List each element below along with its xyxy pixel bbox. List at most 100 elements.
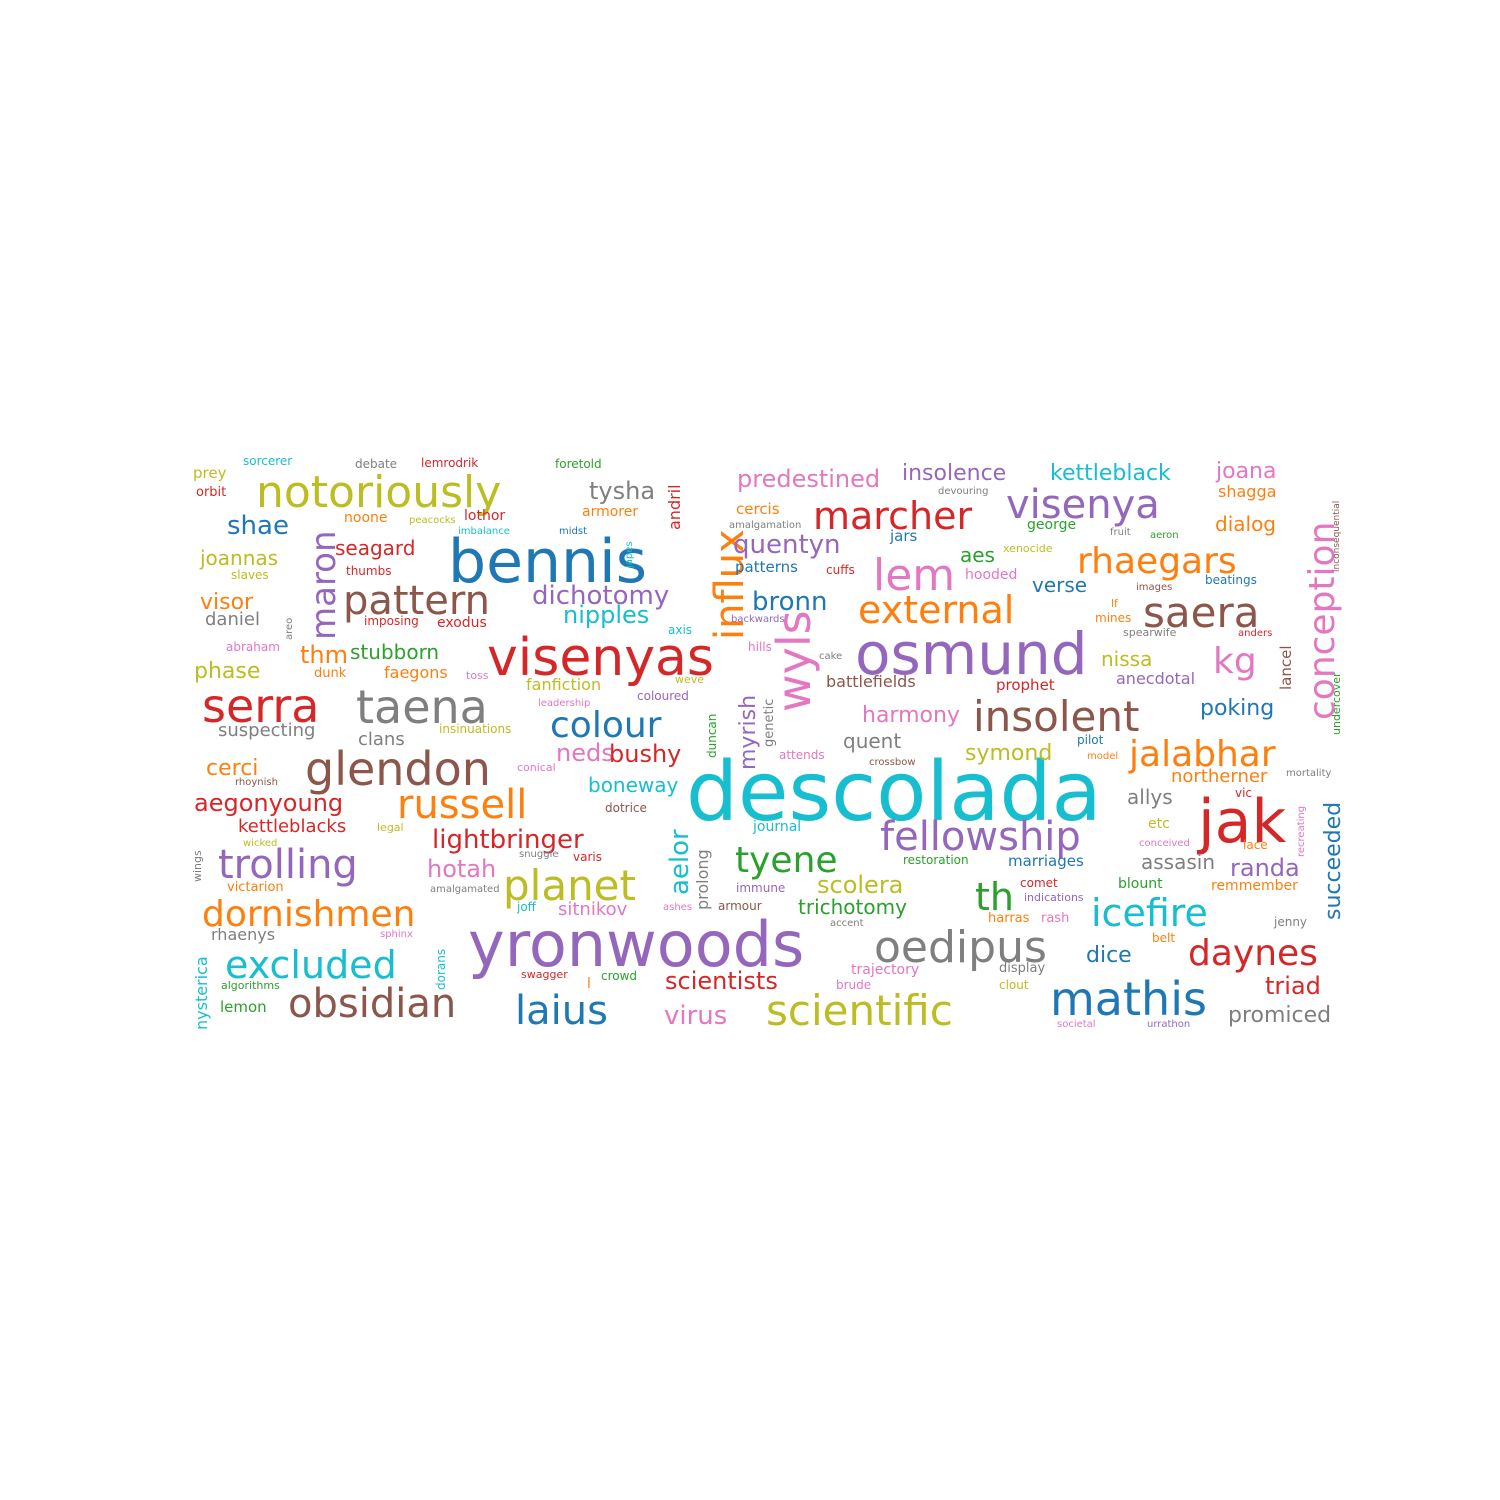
cloud-word: planet bbox=[503, 861, 636, 910]
cloud-word: nissa bbox=[1101, 647, 1152, 671]
cloud-word: wyls bbox=[767, 610, 821, 712]
cloud-word: dialog bbox=[1215, 512, 1276, 536]
cloud-word: icefire bbox=[1091, 891, 1208, 935]
cloud-word: fruit bbox=[1110, 527, 1131, 538]
cloud-word: rash bbox=[1041, 911, 1069, 926]
cloud-word: debate bbox=[355, 457, 397, 471]
cloud-word: insolence bbox=[902, 461, 1006, 486]
cloud-word: clans bbox=[358, 729, 405, 750]
cloud-word: marriages bbox=[1008, 852, 1084, 870]
cloud-word: bushy bbox=[609, 740, 681, 768]
cloud-word: rhaenys bbox=[211, 925, 275, 944]
cloud-word: fanfiction bbox=[526, 675, 601, 694]
cloud-word: insinuations bbox=[439, 722, 511, 736]
cloud-word: taena bbox=[356, 680, 488, 734]
cloud-word: model bbox=[1087, 751, 1118, 762]
cloud-word: yronwoods bbox=[468, 908, 804, 981]
cloud-word: dice bbox=[1086, 943, 1132, 968]
cloud-word: amalgamation bbox=[729, 520, 801, 531]
cloud-word: dotrice bbox=[605, 801, 647, 815]
cloud-word: oedipus bbox=[874, 922, 1047, 973]
cloud-word: comet bbox=[1020, 876, 1058, 890]
cloud-word: conception bbox=[1302, 522, 1343, 720]
cloud-word: patterns bbox=[735, 558, 798, 576]
cloud-word: osmund bbox=[855, 620, 1088, 688]
cloud-word: ashes bbox=[663, 902, 692, 913]
cloud-word: devouring bbox=[938, 486, 988, 497]
cloud-word: myrish bbox=[736, 695, 761, 770]
cloud-word: tysha bbox=[589, 477, 655, 505]
cloud-word: excluded bbox=[225, 943, 397, 987]
cloud-word: vic bbox=[1235, 786, 1252, 800]
cloud-word: images bbox=[1136, 582, 1172, 593]
cloud-word: obsidian bbox=[288, 981, 456, 1027]
cloud-word: influx bbox=[707, 529, 753, 640]
cloud-word: rhaegars bbox=[1077, 541, 1237, 582]
cloud-word: mathis bbox=[1050, 972, 1207, 1026]
cloud-word: verse bbox=[1032, 573, 1087, 597]
cloud-word: george bbox=[1027, 517, 1076, 533]
cloud-word: prophet bbox=[996, 676, 1055, 694]
cloud-word: cercis bbox=[736, 500, 780, 518]
cloud-word: daynes bbox=[1188, 933, 1318, 974]
cloud-word: remmember bbox=[1211, 878, 1298, 894]
cloud-word: external bbox=[858, 588, 1014, 632]
cloud-word: leadership bbox=[538, 698, 590, 709]
cloud-word: coloured bbox=[637, 689, 689, 703]
cloud-word: wicked bbox=[243, 838, 277, 849]
cloud-word: lightbringer bbox=[432, 825, 584, 855]
cloud-word: armorer bbox=[582, 504, 638, 520]
cloud-word: abraham bbox=[226, 640, 280, 654]
cloud-word: areo bbox=[284, 618, 295, 640]
cloud-word: cake bbox=[819, 651, 842, 662]
cloud-word: battlefields bbox=[826, 672, 916, 691]
cloud-word: nysterica bbox=[192, 956, 211, 1030]
cloud-word: undercover bbox=[1330, 672, 1343, 735]
cloud-word: glendon bbox=[305, 742, 491, 796]
cloud-word: cerci bbox=[206, 756, 258, 781]
cloud-word: aegonyoung bbox=[194, 789, 343, 817]
cloud-word: midst bbox=[559, 526, 587, 537]
cloud-word: maron bbox=[304, 530, 344, 640]
cloud-word: dorans bbox=[434, 949, 448, 990]
cloud-word: harmony bbox=[862, 703, 960, 728]
cloud-word: poking bbox=[1200, 696, 1274, 721]
cloud-word: lemon bbox=[220, 998, 267, 1016]
cloud-word: trichotomy bbox=[798, 895, 907, 919]
cloud-word: imposing bbox=[364, 614, 419, 628]
cloud-word: promiced bbox=[1228, 1003, 1331, 1028]
cloud-word: mortality bbox=[1286, 768, 1331, 779]
cloud-word: lancel bbox=[1277, 645, 1295, 690]
cloud-word: jars bbox=[889, 527, 918, 545]
cloud-word: randa bbox=[1230, 854, 1300, 882]
cloud-word: bennis bbox=[448, 527, 647, 597]
cloud-word: boneway bbox=[588, 773, 679, 797]
cloud-word: attends bbox=[779, 748, 825, 762]
cloud-word: prolong bbox=[693, 849, 712, 910]
cloud-word: conceived bbox=[1139, 838, 1190, 849]
cloud-word: foretold bbox=[555, 457, 602, 471]
cloud-word: accent bbox=[830, 918, 864, 929]
cloud-word: virus bbox=[664, 1001, 727, 1031]
cloud-word: immune bbox=[736, 881, 785, 895]
cloud-word: descolada bbox=[686, 745, 1102, 840]
cloud-word: visenyas bbox=[487, 628, 714, 688]
cloud-word: kettleblack bbox=[1050, 461, 1171, 486]
cloud-word: jenny bbox=[1273, 915, 1307, 929]
cloud-word: lem bbox=[873, 550, 955, 601]
cloud-word: neds bbox=[556, 739, 614, 767]
cloud-word: marcher bbox=[813, 494, 972, 538]
cloud-word: swagger bbox=[521, 968, 568, 981]
cloud-word: axis bbox=[668, 623, 692, 637]
cloud-word: clout bbox=[999, 978, 1029, 992]
cloud-word: societal bbox=[1057, 1019, 1096, 1030]
cloud-word: nipples bbox=[563, 601, 649, 629]
cloud-word: assasin bbox=[1141, 850, 1215, 874]
cloud-word: bronn bbox=[752, 587, 828, 617]
cloud-word: urrathon bbox=[1147, 1019, 1190, 1030]
cloud-word: scientific bbox=[766, 986, 953, 1035]
cloud-word: stubborn bbox=[350, 640, 439, 664]
cloud-word: duncan bbox=[705, 714, 719, 758]
cloud-word: shae bbox=[227, 511, 289, 541]
